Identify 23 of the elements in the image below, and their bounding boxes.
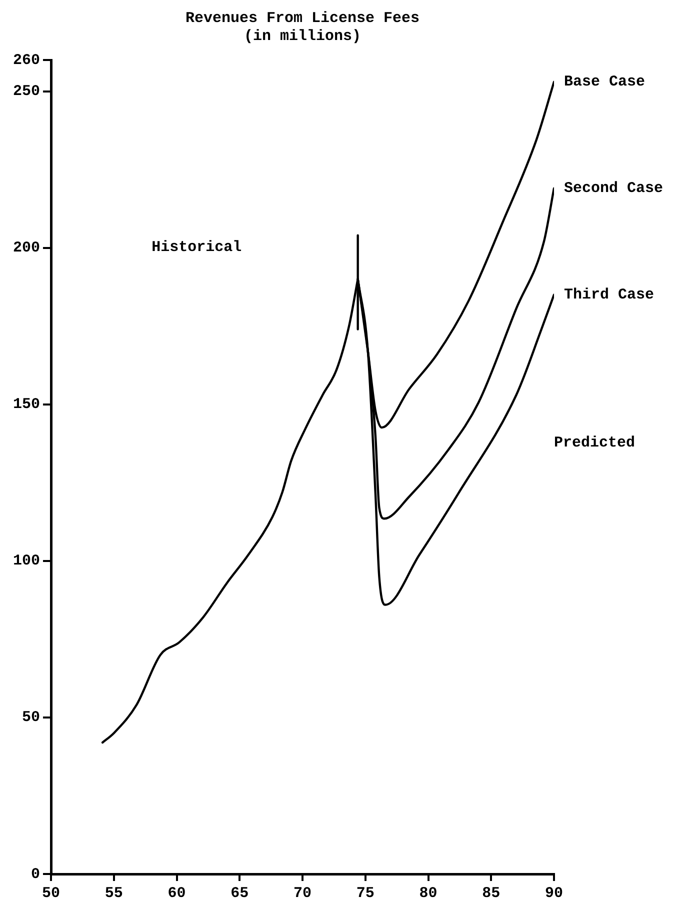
x-tick-label: 85 [482, 884, 500, 902]
y-tick-label: 260 [12, 52, 40, 69]
series-label: Third Case [564, 286, 654, 304]
chart-subtitle: (in millions) [244, 28, 362, 45]
x-tick-label: 90 [544, 884, 564, 902]
y-tick-label: 200 [12, 240, 40, 257]
chart-title: Revenues From License Fees [185, 10, 420, 27]
x-tick-label: 55 [104, 884, 123, 902]
series-label: Second Case [564, 180, 664, 198]
x-tick-label: 60 [168, 884, 186, 902]
x-tick-label: 50 [42, 884, 60, 902]
y-tick-label: 250 [12, 83, 40, 100]
y-tick-label: 0 [30, 866, 40, 883]
annotation: Predicted [554, 434, 636, 452]
series-label: Base Case [564, 74, 646, 91]
x-tick-label: 80 [419, 884, 438, 902]
x-tick-label: 75 [356, 884, 374, 902]
y-tick-label: 150 [12, 396, 40, 414]
y-tick-label: 100 [12, 552, 40, 570]
y-tick-label: 50 [22, 709, 40, 726]
x-tick-label: 65 [230, 884, 249, 902]
x-tick-label: 70 [293, 884, 312, 902]
annotation: Historical [152, 239, 242, 256]
